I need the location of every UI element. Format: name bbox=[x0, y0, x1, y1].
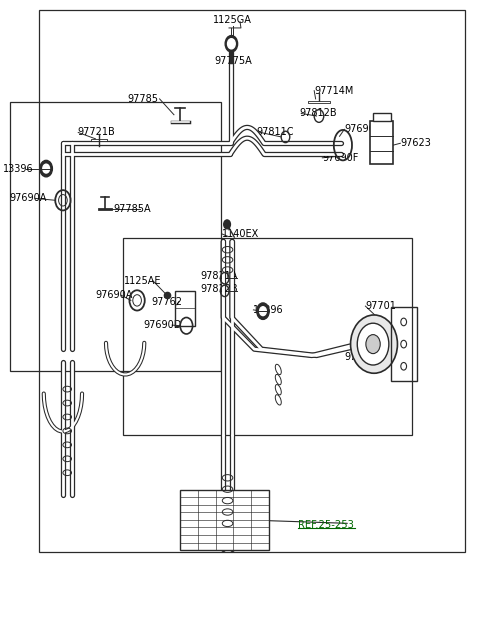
Circle shape bbox=[225, 36, 238, 52]
Text: 97705: 97705 bbox=[344, 352, 375, 362]
Text: 97775A: 97775A bbox=[214, 57, 252, 67]
Text: 97785A: 97785A bbox=[113, 204, 151, 213]
Circle shape bbox=[40, 161, 52, 177]
Bar bbox=[175, 291, 194, 326]
Text: 97762: 97762 bbox=[152, 297, 182, 307]
Text: 97690E: 97690E bbox=[344, 124, 381, 135]
Text: 97690A: 97690A bbox=[96, 290, 133, 300]
Text: 97811A: 97811A bbox=[201, 271, 238, 281]
Text: 13396: 13396 bbox=[253, 305, 284, 315]
Ellipse shape bbox=[350, 315, 397, 373]
Text: REF.25-253: REF.25-253 bbox=[299, 519, 354, 530]
Bar bbox=[39, 10, 465, 552]
Bar bbox=[370, 121, 393, 164]
Circle shape bbox=[357, 323, 389, 365]
Circle shape bbox=[224, 220, 230, 229]
Text: 97785: 97785 bbox=[128, 94, 158, 104]
Text: 97690A: 97690A bbox=[9, 194, 47, 203]
Text: 97714M: 97714M bbox=[314, 86, 354, 96]
Text: 13396: 13396 bbox=[3, 164, 34, 173]
Circle shape bbox=[43, 164, 49, 173]
Bar bbox=[372, 114, 391, 121]
Circle shape bbox=[228, 39, 235, 49]
Text: 97701: 97701 bbox=[365, 301, 396, 311]
Bar bbox=[10, 102, 221, 371]
Text: 97812B: 97812B bbox=[201, 284, 239, 294]
Circle shape bbox=[257, 303, 269, 319]
Text: 1140EX: 1140EX bbox=[222, 229, 259, 239]
Text: 97690F: 97690F bbox=[323, 153, 359, 163]
Bar bbox=[180, 490, 269, 550]
Circle shape bbox=[260, 307, 266, 316]
Bar bbox=[123, 238, 412, 435]
Bar bbox=[391, 307, 417, 381]
Text: 97623: 97623 bbox=[400, 138, 431, 148]
Text: 97690D: 97690D bbox=[144, 320, 182, 330]
Text: 1125AE: 1125AE bbox=[124, 276, 162, 286]
Text: 97812B: 97812B bbox=[300, 109, 337, 119]
Text: 97811C: 97811C bbox=[257, 127, 294, 137]
Text: 1125GA: 1125GA bbox=[214, 15, 252, 25]
Text: 97721B: 97721B bbox=[77, 128, 115, 138]
Circle shape bbox=[366, 335, 380, 354]
